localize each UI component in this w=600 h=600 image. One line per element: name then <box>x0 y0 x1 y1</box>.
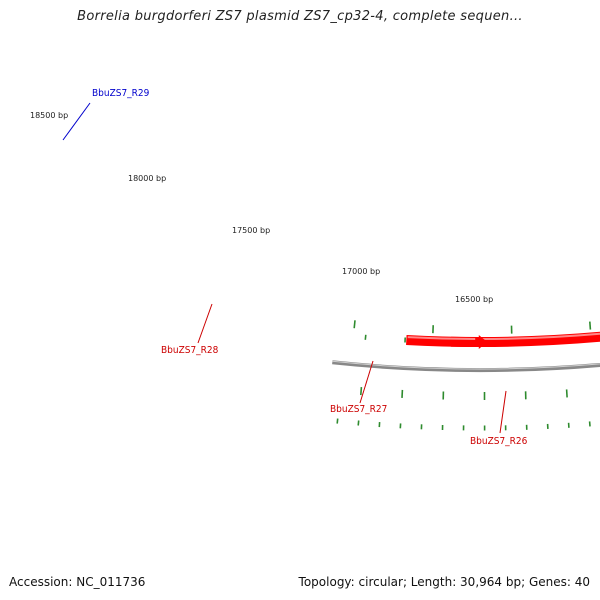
tick-mark <box>336 418 339 424</box>
topology-summary: Topology: circular; Length: 30,964 bp; G… <box>298 575 590 589</box>
gene-arrow-BbuZS7_R26[interactable] <box>406 334 488 349</box>
tick-mark <box>360 387 363 396</box>
tick-mark <box>364 334 367 340</box>
map-title: Borrelia burgdorferi ZS7 plasmid ZS7_cp3… <box>77 9 523 24</box>
gene-label[interactable]: BbuZS7_R27 <box>330 404 387 415</box>
tick-mark <box>357 420 360 426</box>
scale-label: 18000 bp <box>128 174 166 183</box>
plasmid-backbone <box>332 360 600 373</box>
backbone-highlight <box>332 360 600 370</box>
gene-leader-line <box>197 303 213 344</box>
scale-label: 17500 bp <box>232 226 270 235</box>
gene-leader-line <box>62 102 91 141</box>
gene-leader-line <box>359 360 374 404</box>
gene-leader-line <box>499 390 507 434</box>
scale-label: 18500 bp <box>30 111 68 120</box>
tick-mark <box>353 320 356 329</box>
tick-mark <box>589 321 592 330</box>
gene-arrows <box>406 331 600 349</box>
gene-label[interactable]: BbuZS7_R28 <box>161 345 219 356</box>
accession-text: Accession: NC_011736 <box>9 575 146 589</box>
scale-label: 17000 bp <box>342 267 380 276</box>
tick-mark <box>565 389 568 398</box>
labels: BbuZS7_R29 BbuZS7_R28 BbuZS7_R27 BbuZS7_R26… <box>30 88 528 447</box>
scale-label: 16500 bp <box>455 295 493 304</box>
gene-label[interactable]: BbuZS7_R26 <box>470 436 528 447</box>
gene-label[interactable]: BbuZS7_R29 <box>92 88 150 99</box>
